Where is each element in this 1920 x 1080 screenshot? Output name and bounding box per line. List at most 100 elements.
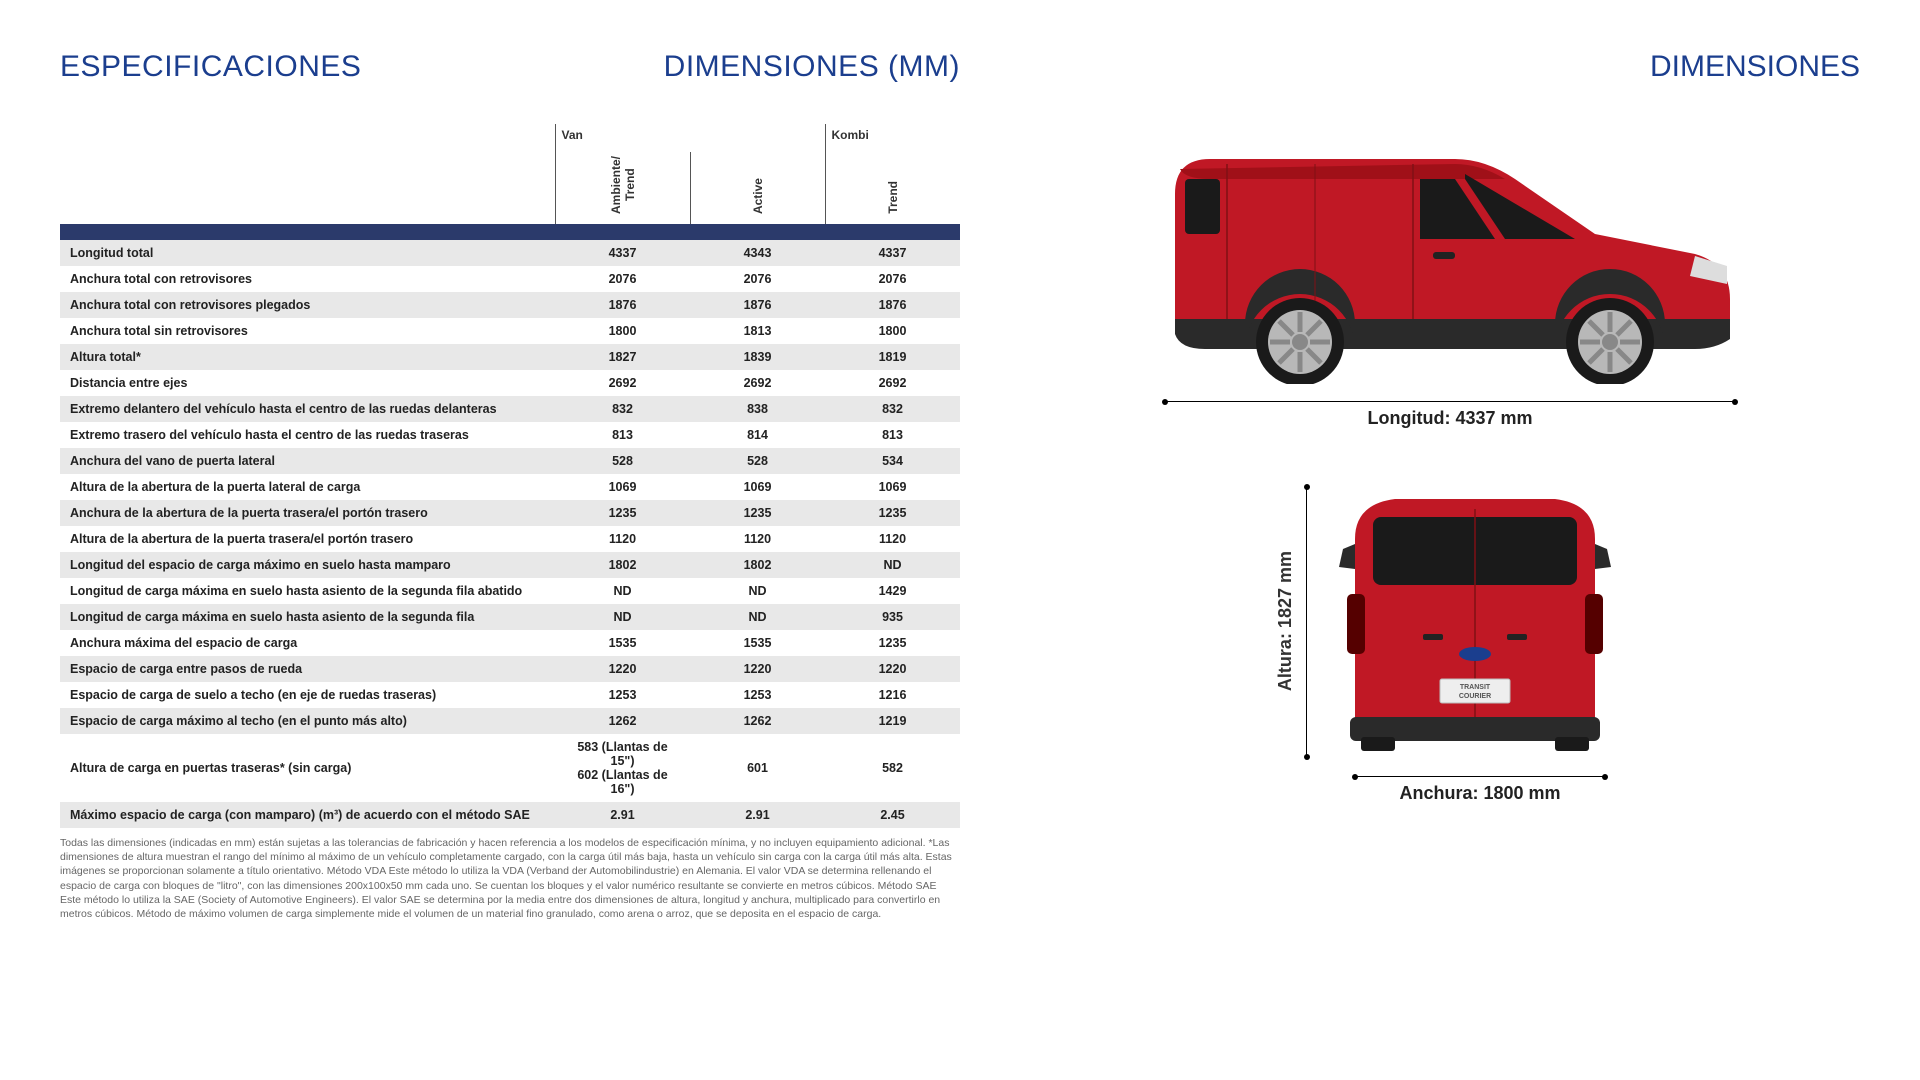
row-val-2: 1802 — [690, 552, 825, 578]
row-val-3: 1235 — [825, 500, 960, 526]
row-label: Máximo espacio de carga (con mamparo) (m… — [60, 802, 555, 828]
row-val-1: 1235 — [555, 500, 690, 526]
row-val-3: 1876 — [825, 292, 960, 318]
row-label: Longitud total — [60, 240, 555, 266]
row-val-3: 582 — [825, 734, 960, 802]
row-label: Espacio de carga máximo al techo (en el … — [60, 708, 555, 734]
row-val-2: 838 — [690, 396, 825, 422]
title-dimensiones: DIMENSIONES — [1040, 50, 1860, 84]
row-val-1: 1220 — [555, 656, 690, 682]
row-label: Extremo trasero del vehículo hasta el ce… — [60, 422, 555, 448]
row-val-3: 1219 — [825, 708, 960, 734]
row-val-2: 814 — [690, 422, 825, 448]
side-view-block: Longitud: 4337 mm — [1040, 124, 1860, 429]
row-val-1: ND — [555, 578, 690, 604]
spec-table: Van Kombi Ambiente/ Trend Active Trend L… — [60, 124, 960, 828]
table-row: Altura de carga en puertas traseras* (si… — [60, 734, 960, 802]
table-row: Longitud de carga máxima en suelo hasta … — [60, 578, 960, 604]
anchura-dimension-line — [1355, 776, 1605, 777]
row-val-1: 1802 — [555, 552, 690, 578]
row-val-2: 528 — [690, 448, 825, 474]
row-label: Altura de la abertura de la puerta later… — [60, 474, 555, 500]
table-row: Distancia entre ejes269226922692 — [60, 370, 960, 396]
row-val-2: 2.91 — [690, 802, 825, 828]
table-row: Extremo trasero del vehículo hasta el ce… — [60, 422, 960, 448]
row-val-2: 1813 — [690, 318, 825, 344]
row-val-1: 1876 — [555, 292, 690, 318]
row-val-1: 1262 — [555, 708, 690, 734]
row-val-2: 1235 — [690, 500, 825, 526]
longitud-dimension-line — [1165, 401, 1735, 402]
table-row: Extremo delantero del vehículo hasta el … — [60, 396, 960, 422]
row-val-3: ND — [825, 552, 960, 578]
col-active: Active — [690, 152, 825, 224]
col-ambiente-trend: Ambiente/ Trend — [555, 152, 690, 224]
row-label: Altura total* — [60, 344, 555, 370]
row-val-1: 583 (Llantas de 15") 602 (Llantas de 16"… — [555, 734, 690, 802]
altura-label: Altura: 1827 mm — [1275, 551, 1296, 691]
row-val-2: 1069 — [690, 474, 825, 500]
left-column: ESPECIFICACIONES DIMENSIONES (MM) Van Ko… — [60, 50, 960, 1050]
row-val-1: 1535 — [555, 630, 690, 656]
header-bar — [60, 224, 960, 240]
footnote: Todas las dimensiones (indicadas en mm) … — [60, 836, 960, 921]
row-label: Anchura de la abertura de la puerta tras… — [60, 500, 555, 526]
row-val-2: 2692 — [690, 370, 825, 396]
left-header: ESPECIFICACIONES DIMENSIONES (MM) — [60, 50, 960, 84]
table-row: Anchura total sin retrovisores1800181318… — [60, 318, 960, 344]
row-val-3: 813 — [825, 422, 960, 448]
title-dimensiones-mm: DIMENSIONES (MM) — [664, 50, 960, 84]
col-group-van: Van — [555, 124, 825, 152]
row-val-3: 935 — [825, 604, 960, 630]
row-val-1: 1800 — [555, 318, 690, 344]
table-row: Longitud total433743434337 — [60, 240, 960, 266]
anchura-label: Anchura: 1800 mm — [1399, 783, 1560, 804]
col-group-kombi: Kombi — [825, 124, 960, 152]
table-row: Longitud de carga máxima en suelo hasta … — [60, 604, 960, 630]
row-val-2: 1535 — [690, 630, 825, 656]
row-val-3: 2.45 — [825, 802, 960, 828]
row-label: Anchura máxima del espacio de carga — [60, 630, 555, 656]
row-val-2: 1253 — [690, 682, 825, 708]
row-label: Longitud de carga máxima en suelo hasta … — [60, 578, 555, 604]
row-val-2: 4343 — [690, 240, 825, 266]
row-val-2: 1876 — [690, 292, 825, 318]
row-label: Espacio de carga entre pasos de rueda — [60, 656, 555, 682]
svg-text:COURIER: COURIER — [1459, 693, 1491, 700]
row-label: Longitud de carga máxima en suelo hasta … — [60, 604, 555, 630]
row-val-1: 4337 — [555, 240, 690, 266]
row-val-3: 2692 — [825, 370, 960, 396]
row-val-3: 2076 — [825, 266, 960, 292]
row-label: Espacio de carga de suelo a techo (en ej… — [60, 682, 555, 708]
table-row: Anchura de la abertura de la puerta tras… — [60, 500, 960, 526]
row-val-2: ND — [690, 604, 825, 630]
row-val-3: 1800 — [825, 318, 960, 344]
row-label: Altura de la abertura de la puerta trase… — [60, 526, 555, 552]
table-row: Máximo espacio de carga (con mamparo) (m… — [60, 802, 960, 828]
row-val-1: 2692 — [555, 370, 690, 396]
row-label: Anchura del vano de puerta lateral — [60, 448, 555, 474]
table-row: Anchura del vano de puerta lateral528528… — [60, 448, 960, 474]
row-label: Longitud del espacio de carga máximo en … — [60, 552, 555, 578]
table-row: Espacio de carga máximo al techo (en el … — [60, 708, 960, 734]
row-val-1: 813 — [555, 422, 690, 448]
table-row: Anchura total con retrovisores plegados1… — [60, 292, 960, 318]
row-val-3: 1819 — [825, 344, 960, 370]
row-val-1: 528 — [555, 448, 690, 474]
row-label: Anchura total sin retrovisores — [60, 318, 555, 344]
row-label: Anchura total con retrovisores plegados — [60, 292, 555, 318]
row-val-3: 1429 — [825, 578, 960, 604]
row-val-3: 832 — [825, 396, 960, 422]
row-val-3: 1216 — [825, 682, 960, 708]
rear-view-block: Altura: 1827 mm — [1040, 479, 1860, 804]
table-row: Longitud del espacio de carga máximo en … — [60, 552, 960, 578]
row-val-1: ND — [555, 604, 690, 630]
row-val-1: 1069 — [555, 474, 690, 500]
row-val-2: ND — [690, 578, 825, 604]
row-label: Distancia entre ejes — [60, 370, 555, 396]
title-especificaciones: ESPECIFICACIONES — [60, 50, 361, 84]
vehicle-side-view — [1155, 124, 1745, 389]
svg-text:TRANSIT: TRANSIT — [1460, 684, 1491, 691]
row-label: Extremo delantero del vehículo hasta el … — [60, 396, 555, 422]
row-val-3: 4337 — [825, 240, 960, 266]
